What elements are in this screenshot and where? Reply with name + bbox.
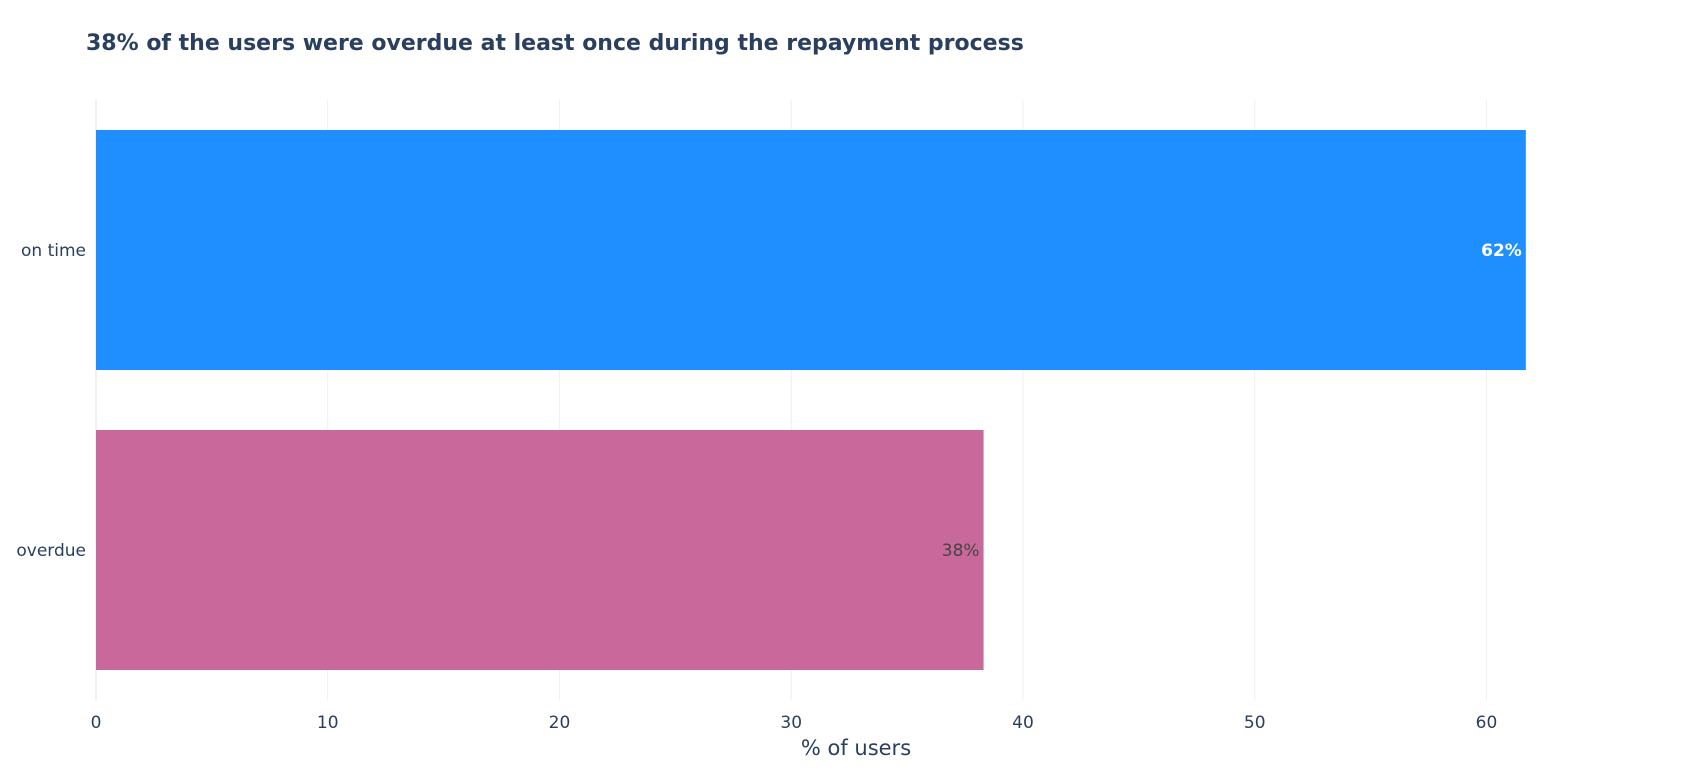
x-tick-label: 40 <box>1012 713 1034 733</box>
x-tick-label: 20 <box>549 713 571 733</box>
bar-data-label: 38% <box>942 541 980 561</box>
x-tick-labels: 0 10 20 30 40 50 60 <box>91 713 1498 733</box>
chart-title: 38% of the users were overdue at least o… <box>86 31 1024 56</box>
x-tick-label: 0 <box>91 713 102 733</box>
bar-layer: 62% 38% <box>96 130 1526 670</box>
category-labels: on time overdue <box>16 241 86 561</box>
x-tick-label: 30 <box>780 713 802 733</box>
bar-on-time <box>96 130 1526 370</box>
y-category-label: on time <box>21 241 86 261</box>
x-tick-label: 10 <box>317 713 339 733</box>
x-tick-label: 50 <box>1244 713 1266 733</box>
bar-data-label: 62% <box>1481 241 1522 261</box>
bar-overdue <box>96 430 984 670</box>
x-axis-title: % of users <box>801 736 911 760</box>
x-tick-label: 60 <box>1476 713 1498 733</box>
y-category-label: overdue <box>16 541 86 561</box>
